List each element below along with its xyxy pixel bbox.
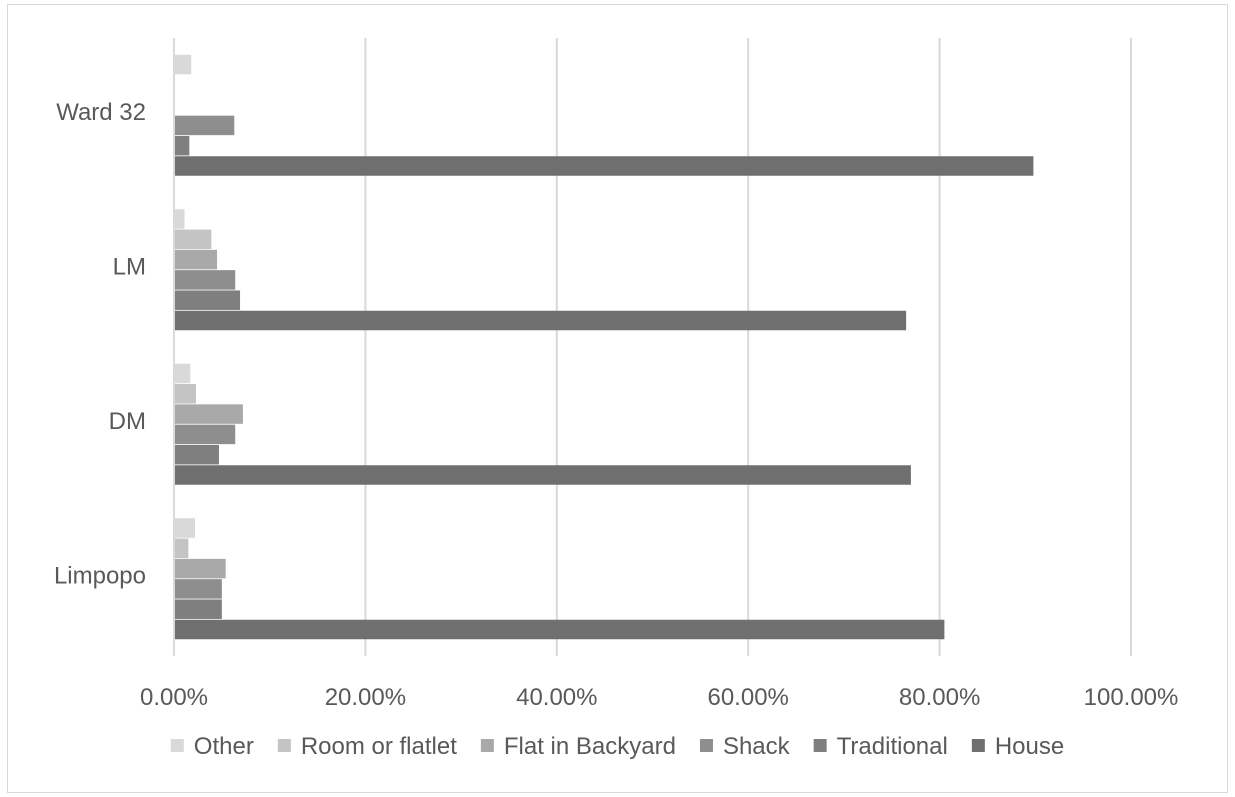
x-tick-label: 80.00% <box>899 684 980 711</box>
legend-label: Other <box>194 733 254 760</box>
legend-item: Flat in Backyard <box>480 733 676 760</box>
legend-item: House <box>971 733 1064 760</box>
bars <box>174 54 1034 640</box>
chart-frame <box>7 4 1228 793</box>
bar-room-or-flatlet-lm <box>174 229 212 250</box>
legend-label: Traditional <box>837 733 948 760</box>
x-tick-labels: 0.00% 20.00% 40.00% 60.00% 80.00% 100.00% <box>140 684 1178 711</box>
gridlines <box>364 38 1132 656</box>
bar-flat-in-backyard-lm <box>174 249 218 270</box>
legend-item: Traditional <box>813 733 948 760</box>
category-label: DM <box>109 408 146 435</box>
legend-swatch <box>699 739 713 752</box>
legend-swatch <box>480 739 494 752</box>
bar-house-ward-32 <box>174 156 1034 176</box>
x-tick-label: 20.00% <box>325 684 406 711</box>
bar-room-or-flatlet-dm <box>174 384 197 404</box>
x-tick-label: 0.00% <box>140 684 208 711</box>
legend-swatch <box>277 739 291 752</box>
category-label: Limpopo <box>54 563 146 590</box>
legend-item: Room or flatlet <box>277 733 457 760</box>
bar-traditional-lm <box>174 290 241 310</box>
category-label: Ward 32 <box>56 99 146 126</box>
legend-swatch <box>813 739 827 752</box>
bar-house-dm <box>174 465 911 485</box>
bar-house-limpopo <box>174 619 945 640</box>
bar-flat-in-backyard-dm <box>174 404 243 424</box>
bar-other-lm <box>174 209 185 229</box>
x-tick-label: 60.00% <box>707 684 788 711</box>
bar-shack-ward-32 <box>174 115 235 136</box>
legend-item: Other <box>170 733 254 760</box>
bar-other-ward-32 <box>174 54 192 75</box>
bar-other-dm <box>174 363 191 384</box>
bar-traditional-ward-32 <box>174 135 190 156</box>
legend-swatch <box>971 739 985 752</box>
x-tick-label: 40.00% <box>516 684 597 711</box>
bar-shack-lm <box>174 270 236 290</box>
category-label: LM <box>113 254 146 281</box>
legend-label: House <box>995 733 1064 760</box>
legend-label: Room or flatlet <box>301 733 457 760</box>
x-tick-label: 100.00% <box>1084 684 1179 711</box>
bar-flat-in-backyard-limpopo <box>174 558 226 579</box>
legend-swatch <box>170 739 184 752</box>
legend-item: Shack <box>699 733 791 760</box>
category-labels: Ward 32 LM DM Limpopo <box>54 99 146 589</box>
bar-shack-dm <box>174 424 236 445</box>
legend-label: Shack <box>723 733 791 760</box>
bar-traditional-dm <box>174 444 219 465</box>
legend-label: Flat in Backyard <box>504 733 676 760</box>
bar-house-lm <box>174 310 907 331</box>
legend: Other Room or flatlet Flat in Backyard Shac… <box>170 733 1064 760</box>
bar-shack-limpopo <box>174 579 222 599</box>
bar-room-or-flatlet-limpopo <box>174 538 189 559</box>
bar-traditional-limpopo <box>174 599 222 619</box>
bar-other-limpopo <box>174 518 196 538</box>
